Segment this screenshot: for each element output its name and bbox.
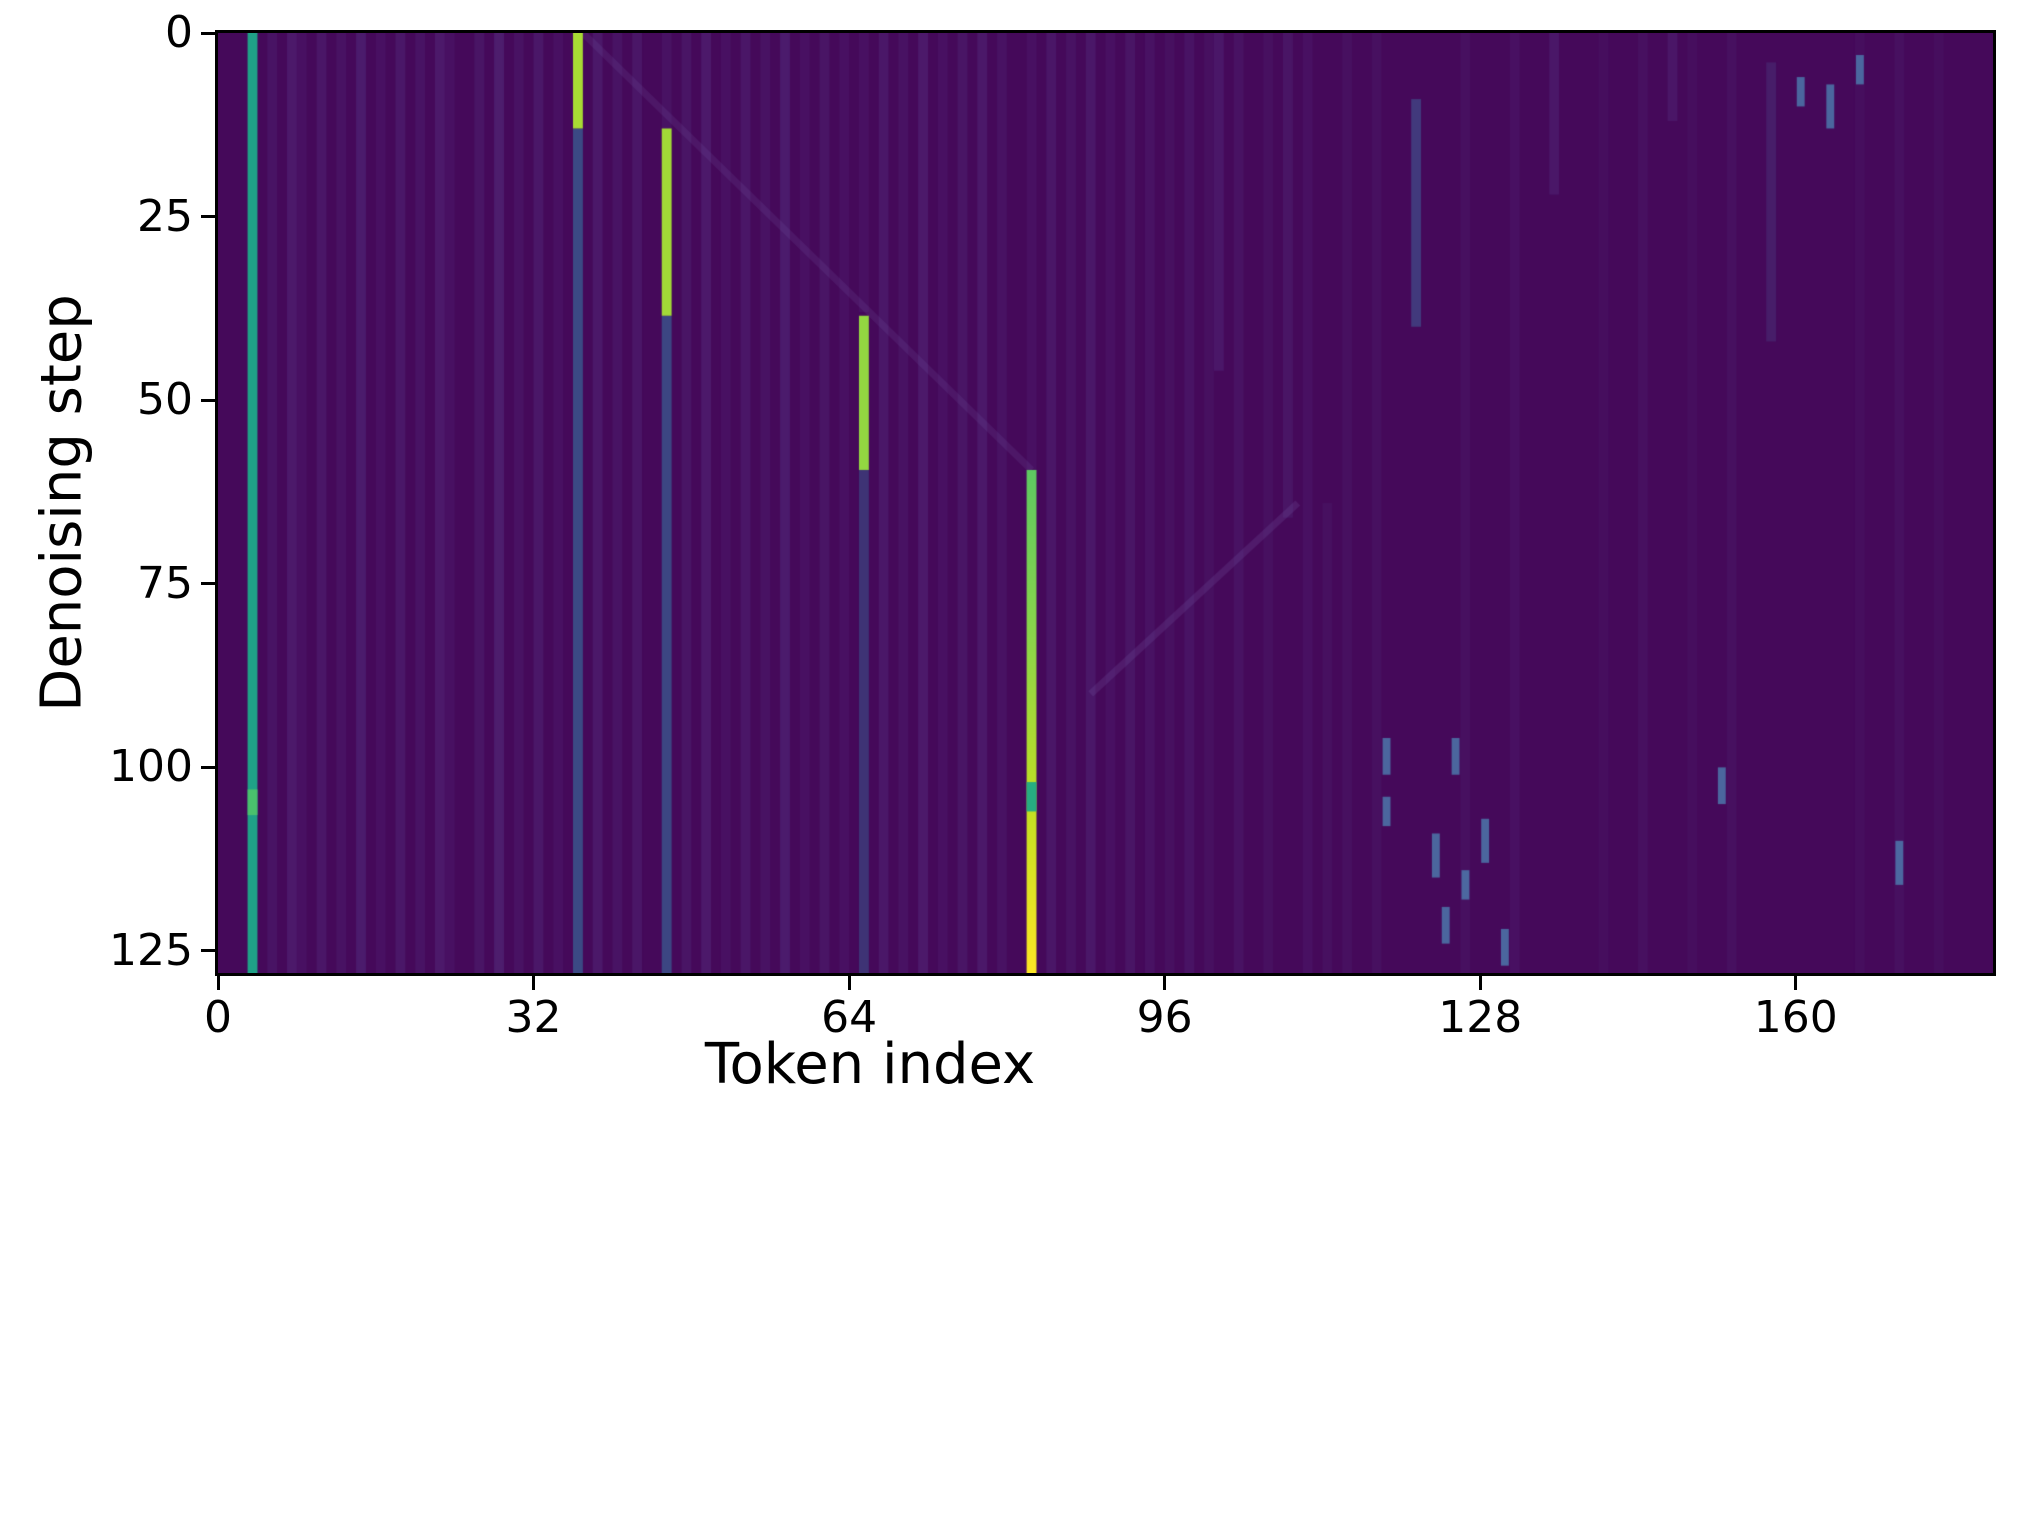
x-tick-label: 0	[204, 992, 232, 1043]
y-tick-label: 25	[137, 190, 193, 242]
y-tick: 125	[109, 924, 215, 976]
y-axis-label: Denoising step	[29, 294, 95, 712]
x-axis-label: Token index	[704, 1032, 1036, 1097]
y-tick-mark	[201, 215, 215, 219]
y-tick: 75	[137, 557, 215, 609]
y-tick: 0	[165, 11, 215, 55]
x-tick-mark	[532, 976, 536, 990]
x-tick: 160	[1754, 976, 1838, 1042]
x-axis-ticks: 0 32 64 96 128 160	[204, 973, 1993, 1053]
y-tick-mark	[201, 398, 215, 402]
x-tick-label: 96	[1136, 992, 1193, 1043]
x-tick-mark	[1794, 976, 1798, 990]
y-tick-label: 75	[137, 557, 193, 609]
x-tick-label: 160	[1753, 992, 1838, 1043]
x-tick-mark	[847, 976, 851, 990]
y-tick-mark	[201, 31, 215, 35]
heatmap-canvas	[218, 33, 1993, 973]
x-tick: 0	[204, 976, 232, 1042]
x-tick-mark	[1163, 976, 1167, 990]
x-tick: 96	[1137, 976, 1193, 1042]
y-tick-label: 100	[109, 741, 193, 793]
y-tick-label: 0	[165, 7, 193, 58]
x-tick-label: 128	[1438, 992, 1523, 1043]
y-tick-mark	[201, 582, 215, 586]
y-tick: 50	[137, 378, 215, 422]
heatmap-plot	[215, 30, 1996, 976]
y-tick-label: 50	[137, 374, 193, 426]
y-tick-label: 125	[109, 924, 193, 976]
x-tick-mark	[1478, 976, 1482, 990]
x-tick-mark	[216, 976, 220, 990]
y-tick: 100	[109, 745, 215, 789]
x-tick-label: 32	[505, 992, 562, 1043]
x-tick: 32	[506, 976, 562, 1042]
y-tick: 25	[137, 190, 215, 242]
x-tick: 128	[1438, 976, 1522, 1042]
y-tick-mark	[201, 949, 215, 953]
y-tick-mark	[201, 765, 215, 769]
